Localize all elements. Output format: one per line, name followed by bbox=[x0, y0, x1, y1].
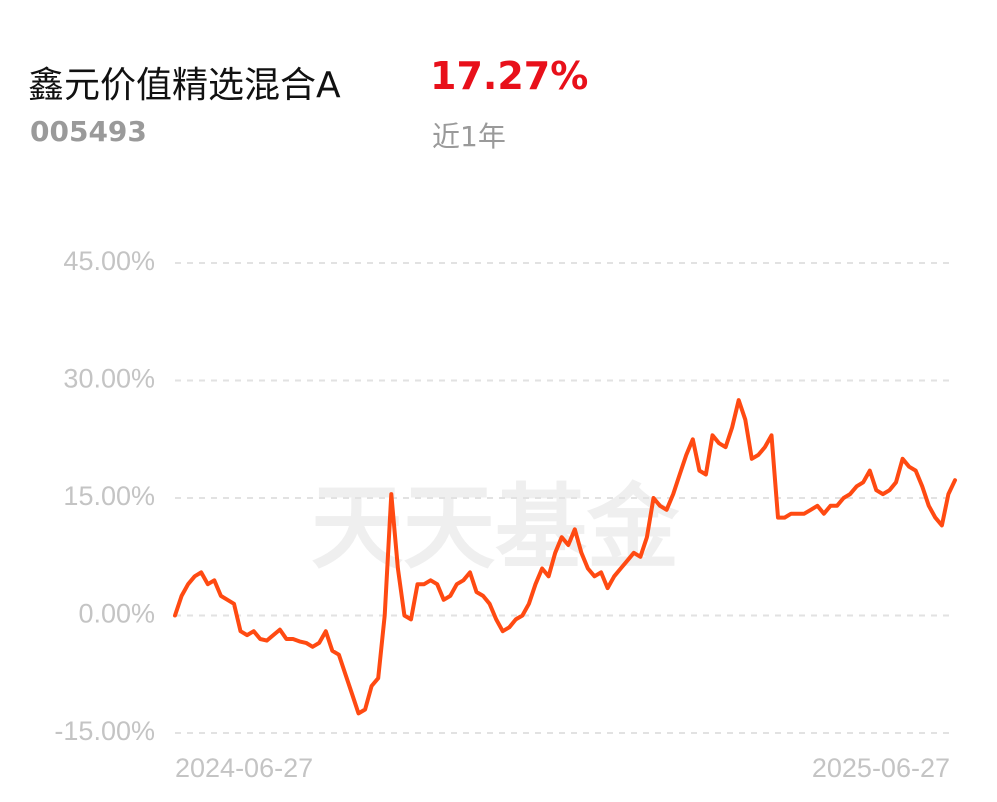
x-tick-label: 2025-06-27 bbox=[812, 753, 950, 783]
period-label: 近1年 bbox=[432, 120, 506, 153]
watermark: 天天基金 bbox=[311, 477, 680, 579]
y-tick-label: 30.00% bbox=[63, 364, 155, 394]
y-tick-label: 45.00% bbox=[63, 246, 155, 276]
y-tick-label: -15.00% bbox=[54, 716, 155, 746]
x-tick-label: 2024-06-27 bbox=[175, 753, 313, 783]
return-value: 17.27% bbox=[430, 54, 589, 98]
y-tick-label: 15.00% bbox=[63, 481, 155, 511]
y-tick-label: 0.00% bbox=[78, 599, 155, 629]
fund-code: 005493 bbox=[30, 115, 147, 148]
fund-name: 鑫元价值精选混合A bbox=[28, 65, 341, 106]
data-line bbox=[173, 398, 957, 716]
